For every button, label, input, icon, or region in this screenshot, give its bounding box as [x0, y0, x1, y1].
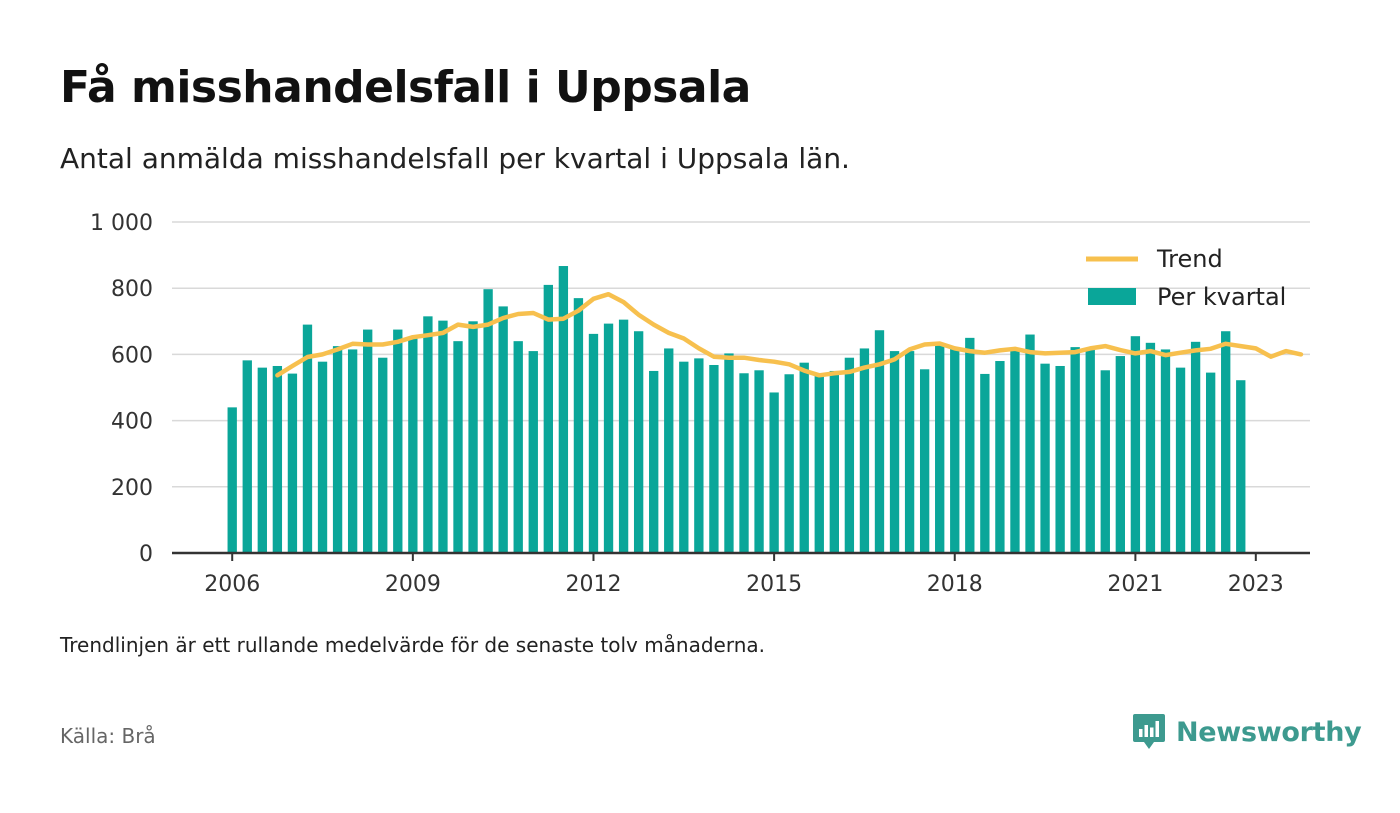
- bar: [649, 370, 659, 553]
- bar: [1115, 356, 1125, 553]
- trend-series: [275, 291, 1304, 378]
- bar: [528, 351, 538, 553]
- bar: [483, 289, 493, 553]
- bar: [1236, 380, 1246, 553]
- bar: [1040, 363, 1050, 553]
- bar: [829, 370, 839, 553]
- brand-logo: Newsworthy: [1132, 710, 1362, 754]
- bar: [965, 337, 975, 553]
- bar: [618, 319, 629, 553]
- bar: [1010, 349, 1020, 553]
- x-tick-label: 2023: [1228, 572, 1284, 597]
- bar: [363, 329, 373, 553]
- bar: [679, 361, 689, 553]
- bar: [573, 298, 584, 553]
- bar: [1130, 336, 1141, 553]
- bar: [739, 373, 749, 553]
- bar: [558, 266, 569, 553]
- bar: [543, 284, 553, 553]
- bar: [1190, 341, 1201, 553]
- bar: [257, 367, 267, 553]
- bar: [453, 341, 463, 553]
- trend-note: Trendlinjen är ett rullande medelvärde f…: [60, 633, 766, 657]
- bar: [317, 361, 328, 553]
- legend-label-trend: Trend: [1156, 245, 1223, 273]
- bar: [468, 321, 478, 553]
- bar: [513, 341, 523, 553]
- legend-label-bars: Per kvartal: [1157, 283, 1286, 311]
- bar: [664, 348, 674, 553]
- bar: [423, 316, 433, 553]
- x-tick-label: 2009: [385, 572, 441, 597]
- bar: [272, 365, 283, 553]
- bar: [844, 357, 855, 553]
- bar: [603, 323, 614, 553]
- bar: [904, 351, 915, 553]
- bar: [769, 392, 779, 553]
- y-tick-label: 0: [139, 542, 153, 567]
- bar-series: [227, 266, 1246, 553]
- bar: [633, 331, 644, 553]
- bar: [995, 361, 1005, 553]
- bar: [724, 353, 734, 553]
- chart-title: Få misshandelsfall i Uppsala: [60, 62, 751, 113]
- bar: [874, 330, 885, 553]
- bar: [784, 374, 794, 553]
- bar: [408, 337, 418, 553]
- bar: [1055, 365, 1065, 553]
- bar: [1160, 349, 1171, 553]
- axes: 0 200 400 600 800 1 000 2006 2009 2012 2015 2018 20…: [90, 211, 1310, 597]
- bar: [919, 369, 930, 553]
- bar: [935, 344, 945, 553]
- bar: [498, 306, 508, 553]
- bar: [889, 351, 900, 553]
- brand-name: Newsworthy: [1176, 716, 1362, 748]
- bar: [1205, 372, 1216, 553]
- x-tick-label: 2021: [1107, 572, 1163, 597]
- bar: [1100, 370, 1110, 553]
- x-tick-label: 2006: [204, 572, 260, 597]
- bar: [980, 373, 990, 553]
- bar: [1221, 331, 1231, 553]
- legend: Trend Per kvartal: [1086, 245, 1286, 311]
- bar: [694, 358, 704, 553]
- trend-line: [275, 291, 1304, 378]
- bar: [1145, 342, 1156, 553]
- bar: [438, 320, 448, 553]
- bar: [1175, 367, 1186, 553]
- y-tick-label: 200: [111, 476, 153, 501]
- y-tick-label: 1 000: [90, 211, 153, 236]
- y-tick-label: 800: [111, 277, 153, 302]
- newsworthy-logo-icon: [1133, 714, 1165, 749]
- bar: [393, 329, 403, 553]
- bar: [1085, 347, 1095, 553]
- bar: [287, 373, 298, 553]
- bar: [242, 360, 252, 553]
- bar: [332, 346, 343, 553]
- bar: [950, 347, 960, 553]
- chart-area: 0 200 400 600 800 1 000 2006 2009 2012 2015 2018 20…: [90, 211, 1310, 597]
- bar: [1070, 347, 1080, 553]
- bar: [378, 357, 388, 553]
- bar: [814, 373, 824, 553]
- legend-swatch-bars: [1088, 288, 1136, 305]
- bar: [859, 348, 870, 553]
- bar: [799, 362, 809, 553]
- bar: [227, 407, 237, 553]
- bar: [302, 324, 313, 553]
- x-tick-label: 2018: [927, 572, 983, 597]
- bar: [347, 349, 358, 553]
- x-tick-label: 2012: [565, 572, 621, 597]
- y-tick-label: 400: [111, 410, 153, 435]
- bar: [588, 333, 599, 553]
- source-label: Källa: Brå: [60, 724, 156, 748]
- chart-subtitle: Antal anmälda misshandelsfall per kvarta…: [60, 142, 850, 175]
- y-tick-label: 600: [111, 343, 153, 368]
- bar: [754, 370, 764, 553]
- bar: [1025, 334, 1035, 553]
- bar: [709, 364, 719, 553]
- x-tick-label: 2015: [746, 572, 802, 597]
